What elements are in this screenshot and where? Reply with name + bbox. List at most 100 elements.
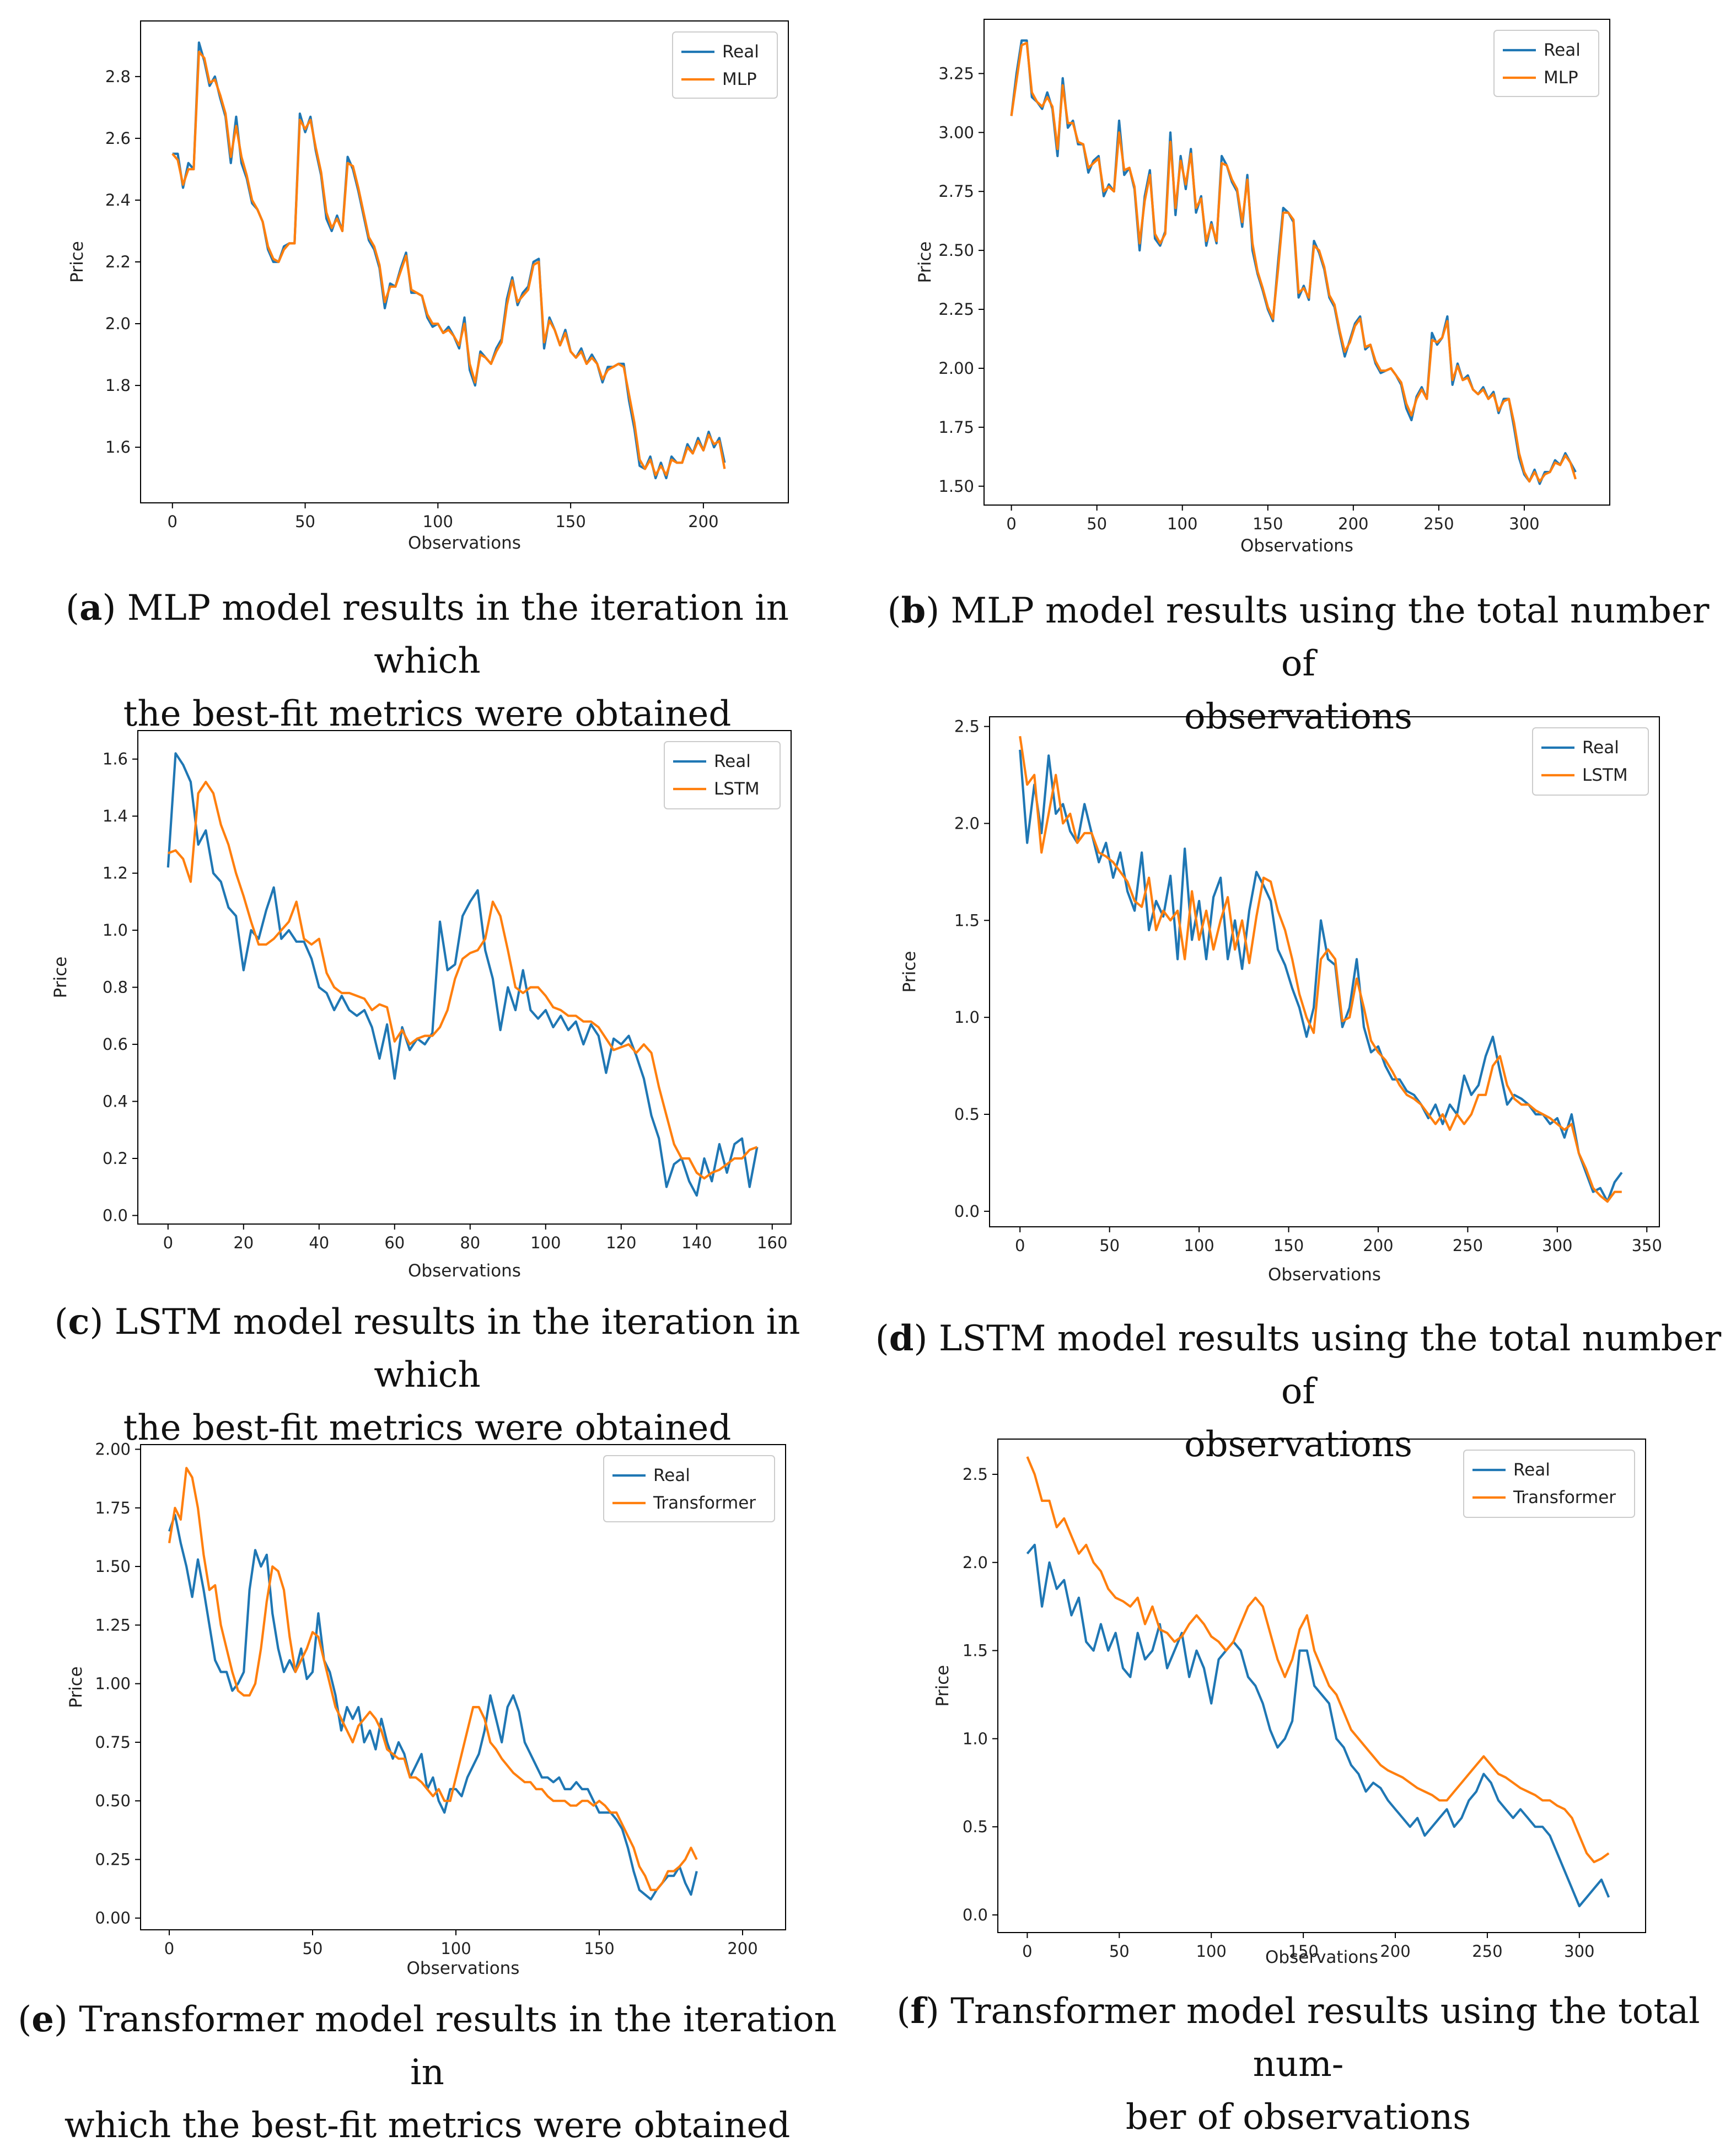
y-tick-label: 0.0 (103, 1206, 128, 1225)
series-line-transformer (1026, 1456, 1610, 1864)
x-tick-label: 120 (606, 1233, 636, 1252)
y-tick-label: 0.00 (95, 1909, 131, 1928)
caption-a-line-1: MLP model results in the iteration in wh… (127, 588, 789, 681)
series-line-lstm (168, 781, 758, 1180)
legend-label-real: Real (1582, 738, 1619, 758)
series-line-real (172, 41, 726, 480)
panel-a: 0 50 100 150 200 1.6 1.8 2.0 2.2 2.4 2.6 2.8 Observa… (0, 0, 849, 573)
caption-f-label: f (910, 1990, 926, 2032)
x-tick-label: 50 (1099, 1236, 1120, 1255)
x-tick-label: 50 (1087, 514, 1107, 533)
x-tick-label: 250 (1472, 1942, 1502, 1961)
y-tick-label: 2.0 (963, 1553, 988, 1572)
y-tick-label: 1.75 (938, 418, 974, 437)
y-tick-label: 1.50 (95, 1557, 131, 1576)
series-line-mlp (1010, 41, 1577, 483)
x-tick-label: 150 (584, 1939, 614, 1958)
legend-box (1463, 1450, 1635, 1518)
x-tick-label: 100 (440, 1939, 471, 1958)
chart-c: 0 20 40 60 80 100 120 140 160 0.0 0.2 0.4 0.6 0.8 1.0 1… (51, 730, 792, 1281)
x-axis-label: Observations (408, 1261, 521, 1281)
x-tick-label: 0 (1006, 514, 1016, 533)
x-tick-label: 300 (1509, 514, 1539, 533)
x-tick-label: 0 (1022, 1942, 1032, 1961)
y-tick-label: 0.75 (95, 1733, 131, 1752)
x-tick-label: 200 (688, 512, 718, 531)
caption-a-line-2: the best-fit metrics were obtained (123, 694, 732, 734)
x-tick-label: 150 (555, 512, 585, 531)
series-line-real (166, 752, 759, 1197)
y-tick-label: 2.25 (938, 300, 974, 319)
x-tick-label: 250 (1453, 1236, 1483, 1255)
x-axis-label: Observations (1240, 536, 1353, 556)
y-axis-label: Price (66, 1666, 86, 1708)
legend-box (1493, 30, 1599, 97)
y-tick-label: 1.5 (963, 1641, 988, 1660)
y-tick-label: 2.2 (105, 253, 131, 271)
caption-a-label: a (79, 587, 103, 629)
caption-c-line-1: LSTM model results in the iteration in w… (114, 1302, 800, 1396)
x-axis-label: Observations (1268, 1265, 1381, 1285)
chart-f: 0 50 100 150 200 250 300 0.0 0.5 1.0 1.5 2.0 2.5 Obse… (933, 1439, 1646, 1967)
x-tick-label: 300 (1542, 1236, 1572, 1255)
series-line-lstm (1019, 736, 1622, 1203)
chart-b: 0 50 100 150 200 250 300 1.50 1.75 2.00 2.25 2.50 2.… (915, 19, 1610, 556)
x-tick-label: 300 (1564, 1942, 1594, 1961)
caption-c: (c) LSTM model results in the iteration … (54, 1301, 800, 1448)
x-tick-label: 200 (1338, 514, 1368, 533)
y-tick-label: 1.75 (95, 1499, 131, 1517)
legend-label-real: Real (653, 1466, 690, 1485)
y-tick-label: 2.50 (938, 241, 974, 260)
y-axis-label: Price (900, 951, 920, 993)
y-axis-label: Price (67, 241, 87, 283)
chart-e: 0 50 100 150 200 0.00 0.25 0.50 0.75 1.00 1.25 1.50… (66, 1440, 786, 1978)
caption-e-label: e (31, 1999, 54, 2040)
x-tick-label: 200 (727, 1939, 757, 1958)
chart-a: 0 50 100 150 200 1.6 1.8 2.0 2.2 2.4 2.6 2.8 Observa… (67, 20, 789, 553)
x-tick-label: 100 (1184, 1236, 1214, 1255)
legend-box (603, 1455, 775, 1522)
x-tick-label: 40 (309, 1233, 329, 1252)
y-tick-label: 1.0 (103, 921, 128, 940)
axes-frame (989, 716, 1660, 1227)
caption-e-line-1: Transformer model results in the iterati… (79, 1999, 837, 2093)
legend-label-mlp: MLP (1544, 68, 1578, 88)
legend-box (1532, 727, 1649, 796)
legend-label-lstm: LSTM (714, 779, 760, 799)
legend-label-real: Real (714, 752, 751, 771)
y-tick-label: 0.0 (954, 1202, 980, 1221)
legend-label-real: Real (1544, 40, 1581, 60)
x-tick-label: 60 (384, 1233, 405, 1252)
y-tick-label: 2.00 (95, 1440, 131, 1459)
caption-b-label: b (901, 590, 926, 631)
y-tick-label: 2.00 (938, 359, 974, 378)
y-tick-label: 1.8 (105, 376, 131, 395)
x-tick-label: 150 (1253, 514, 1283, 533)
y-tick-label: 2.0 (105, 314, 131, 333)
caption-e-line-2: which the best-fit metrics were obtained (64, 2105, 791, 2146)
legend-label-lstm: LSTM (1582, 765, 1628, 785)
x-tick-label: 150 (1288, 1942, 1318, 1961)
x-axis-label: Observations (1265, 1947, 1378, 1967)
y-tick-label: 2.4 (105, 191, 131, 210)
x-tick-label: 100 (423, 512, 453, 531)
y-tick-label: 0.2 (103, 1149, 128, 1168)
x-tick-label: 100 (530, 1233, 561, 1252)
series-line-real (1019, 749, 1623, 1203)
legend-label-mlp: MLP (722, 69, 757, 89)
panel-e: 0 50 100 150 200 0.00 0.25 0.50 0.75 1.00 1.25 1.50… (0, 1434, 849, 1990)
panel-f: 0 50 100 150 200 250 300 0.0 0.5 1.0 1.5 2.0 2.5 Obse… (868, 1434, 1728, 1985)
y-tick-label: 1.6 (105, 438, 131, 457)
x-tick-label: 200 (1363, 1236, 1393, 1255)
axes-frame (140, 1444, 786, 1930)
legend-box (664, 741, 781, 809)
y-tick-label: 1.0 (963, 1729, 988, 1748)
x-tick-label: 0 (163, 1233, 173, 1252)
panel-c: 0 20 40 60 80 100 120 140 160 0.0 0.2 0.4 0.6 0.8 1.0 1… (0, 717, 849, 1290)
series-line-transformer (168, 1467, 698, 1891)
y-tick-label: 1.0 (954, 1008, 980, 1027)
y-tick-label: 2.8 (105, 67, 131, 86)
caption-b: (b) MLP model results using the total nu… (887, 590, 1710, 737)
axes-frame (983, 19, 1610, 506)
y-tick-label: 1.00 (95, 1675, 131, 1693)
